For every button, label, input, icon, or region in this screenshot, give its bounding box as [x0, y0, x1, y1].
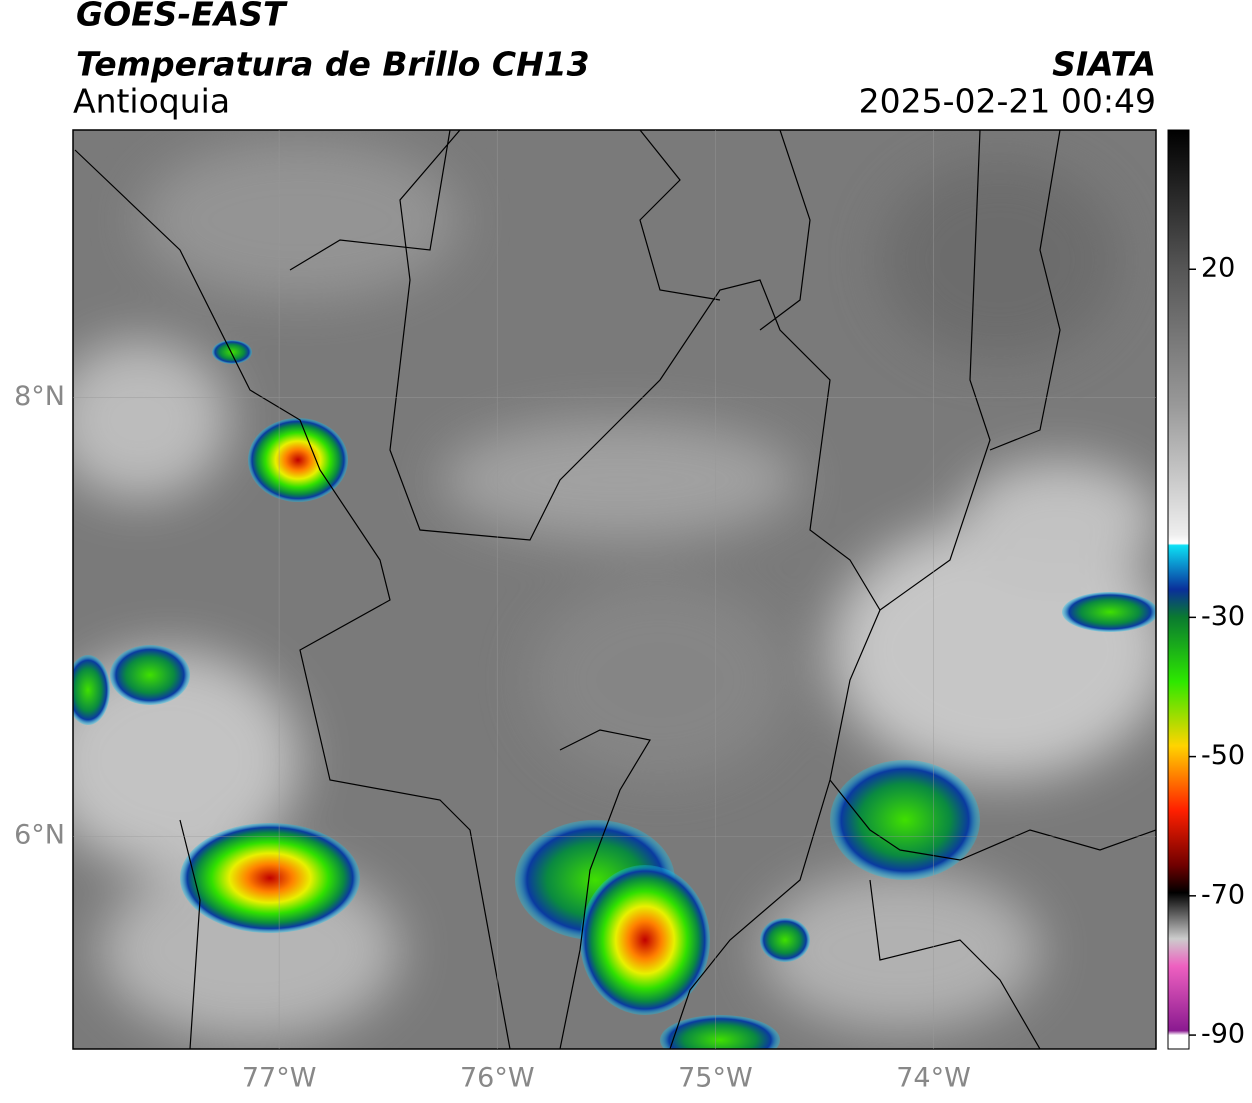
- colorbar-tick-label: 20: [1201, 253, 1235, 284]
- x-tick-label: 74°W: [896, 1063, 971, 1094]
- y-tick-label: 8°N: [14, 381, 65, 412]
- source: SIATA: [1052, 45, 1156, 84]
- subtitle: Temperatura de Brillo CH13: [76, 45, 590, 84]
- colorbar-tick-label: -70: [1201, 879, 1245, 910]
- axes: 77°W 76°W 75°W 74°W 8°N 6°N 20 -30 -50 -70 -90: [14, 130, 1245, 1094]
- map-frame: [72, 129, 1157, 1050]
- colorbar-tick-label: -30: [1201, 601, 1245, 632]
- x-tick-label: 77°W: [242, 1063, 317, 1094]
- title: GOES-EAST: [76, 0, 288, 34]
- map-image: [73, 130, 1156, 1049]
- region: Antioquia: [73, 82, 230, 121]
- x-tick-label: 76°W: [460, 1063, 535, 1094]
- datetime: 2025-02-21 00:49: [859, 82, 1156, 121]
- y-tick-label: 6°N: [14, 820, 65, 851]
- colorbar-tick-label: -90: [1201, 1019, 1245, 1050]
- x-tick-label: 75°W: [678, 1063, 753, 1094]
- colorbar-tick-label: -50: [1201, 740, 1245, 771]
- colorbar: [1167, 129, 1190, 1050]
